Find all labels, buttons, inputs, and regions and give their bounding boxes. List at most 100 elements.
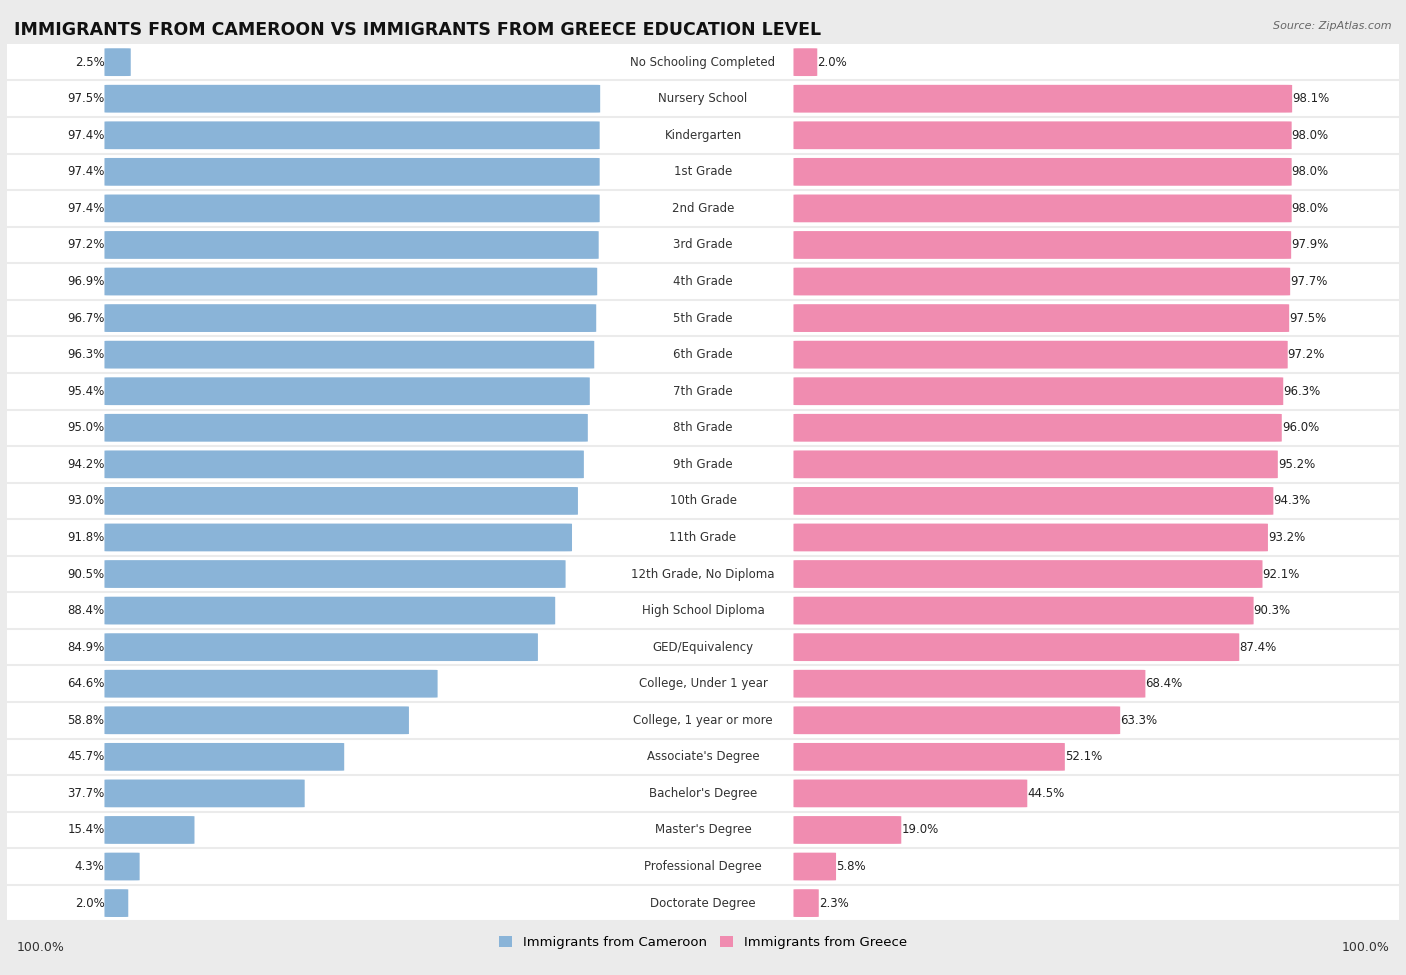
- FancyBboxPatch shape: [793, 48, 817, 76]
- FancyBboxPatch shape: [104, 597, 555, 624]
- Text: 64.6%: 64.6%: [67, 678, 104, 690]
- Text: 3rd Grade: 3rd Grade: [673, 239, 733, 252]
- Text: 10th Grade: 10th Grade: [669, 494, 737, 507]
- FancyBboxPatch shape: [793, 158, 1292, 185]
- FancyBboxPatch shape: [7, 153, 1399, 190]
- FancyBboxPatch shape: [104, 450, 583, 478]
- FancyBboxPatch shape: [793, 231, 1291, 258]
- Text: 84.9%: 84.9%: [67, 641, 104, 653]
- FancyBboxPatch shape: [104, 670, 437, 698]
- FancyBboxPatch shape: [104, 267, 598, 295]
- FancyBboxPatch shape: [793, 304, 1289, 332]
- Text: 95.0%: 95.0%: [67, 421, 104, 434]
- Legend: Immigrants from Cameroon, Immigrants from Greece: Immigrants from Cameroon, Immigrants fro…: [494, 931, 912, 955]
- FancyBboxPatch shape: [7, 447, 1399, 483]
- Text: College, 1 year or more: College, 1 year or more: [633, 714, 773, 726]
- FancyBboxPatch shape: [7, 372, 1399, 409]
- Text: 19.0%: 19.0%: [901, 824, 939, 837]
- Text: 2.5%: 2.5%: [75, 56, 104, 68]
- FancyBboxPatch shape: [104, 341, 595, 369]
- Text: 97.7%: 97.7%: [1291, 275, 1327, 288]
- Text: 2.0%: 2.0%: [817, 56, 846, 68]
- FancyBboxPatch shape: [793, 852, 837, 880]
- Text: Kindergarten: Kindergarten: [665, 129, 741, 141]
- FancyBboxPatch shape: [104, 816, 194, 843]
- Text: Doctorate Degree: Doctorate Degree: [650, 897, 756, 910]
- FancyBboxPatch shape: [793, 889, 818, 916]
- Text: 96.3%: 96.3%: [67, 348, 104, 361]
- FancyBboxPatch shape: [104, 889, 128, 916]
- Text: 97.2%: 97.2%: [1288, 348, 1324, 361]
- Text: 6th Grade: 6th Grade: [673, 348, 733, 361]
- Text: 93.2%: 93.2%: [1268, 531, 1305, 544]
- FancyBboxPatch shape: [793, 85, 1292, 112]
- Text: 98.0%: 98.0%: [1292, 202, 1329, 214]
- Text: 96.9%: 96.9%: [67, 275, 104, 288]
- Text: 94.2%: 94.2%: [67, 458, 104, 471]
- FancyBboxPatch shape: [793, 706, 1121, 734]
- Text: 2nd Grade: 2nd Grade: [672, 202, 734, 214]
- FancyBboxPatch shape: [104, 560, 565, 588]
- FancyBboxPatch shape: [7, 702, 1399, 739]
- FancyBboxPatch shape: [7, 81, 1399, 117]
- FancyBboxPatch shape: [793, 524, 1268, 551]
- Text: 98.0%: 98.0%: [1292, 129, 1329, 141]
- FancyBboxPatch shape: [793, 560, 1263, 588]
- Text: 63.3%: 63.3%: [1121, 714, 1157, 726]
- FancyBboxPatch shape: [7, 336, 1399, 372]
- FancyBboxPatch shape: [7, 885, 1399, 921]
- Text: 12th Grade, No Diploma: 12th Grade, No Diploma: [631, 567, 775, 580]
- Text: Professional Degree: Professional Degree: [644, 860, 762, 873]
- FancyBboxPatch shape: [104, 121, 600, 149]
- Text: 97.2%: 97.2%: [67, 239, 104, 252]
- FancyBboxPatch shape: [7, 227, 1399, 263]
- FancyBboxPatch shape: [7, 592, 1399, 629]
- FancyBboxPatch shape: [793, 414, 1282, 442]
- Text: 91.8%: 91.8%: [67, 531, 104, 544]
- FancyBboxPatch shape: [7, 300, 1399, 336]
- FancyBboxPatch shape: [104, 377, 589, 406]
- Text: 9th Grade: 9th Grade: [673, 458, 733, 471]
- Text: 95.4%: 95.4%: [67, 385, 104, 398]
- Text: 96.7%: 96.7%: [67, 312, 104, 325]
- Text: 5.8%: 5.8%: [837, 860, 866, 873]
- FancyBboxPatch shape: [793, 779, 1028, 807]
- Text: 44.5%: 44.5%: [1028, 787, 1064, 800]
- Text: 90.5%: 90.5%: [67, 567, 104, 580]
- Text: 98.1%: 98.1%: [1292, 93, 1330, 105]
- FancyBboxPatch shape: [793, 377, 1284, 406]
- Text: 5th Grade: 5th Grade: [673, 312, 733, 325]
- FancyBboxPatch shape: [104, 634, 538, 661]
- FancyBboxPatch shape: [793, 597, 1254, 624]
- FancyBboxPatch shape: [793, 816, 901, 843]
- FancyBboxPatch shape: [7, 775, 1399, 811]
- FancyBboxPatch shape: [7, 629, 1399, 665]
- Text: Nursery School: Nursery School: [658, 93, 748, 105]
- FancyBboxPatch shape: [104, 706, 409, 734]
- Text: 90.3%: 90.3%: [1254, 604, 1291, 617]
- Text: 2.0%: 2.0%: [75, 897, 104, 910]
- FancyBboxPatch shape: [104, 852, 139, 880]
- Text: 100.0%: 100.0%: [1341, 941, 1389, 954]
- FancyBboxPatch shape: [793, 487, 1274, 515]
- FancyBboxPatch shape: [104, 487, 578, 515]
- Text: No Schooling Completed: No Schooling Completed: [630, 56, 776, 68]
- FancyBboxPatch shape: [793, 670, 1146, 698]
- Text: 7th Grade: 7th Grade: [673, 385, 733, 398]
- Text: 52.1%: 52.1%: [1064, 751, 1102, 763]
- Text: 2.3%: 2.3%: [818, 897, 848, 910]
- FancyBboxPatch shape: [104, 304, 596, 332]
- Text: 96.0%: 96.0%: [1282, 421, 1319, 434]
- Text: 68.4%: 68.4%: [1146, 678, 1182, 690]
- FancyBboxPatch shape: [7, 483, 1399, 519]
- FancyBboxPatch shape: [104, 779, 305, 807]
- FancyBboxPatch shape: [793, 121, 1292, 149]
- Text: 37.7%: 37.7%: [67, 787, 104, 800]
- FancyBboxPatch shape: [104, 414, 588, 442]
- Text: College, Under 1 year: College, Under 1 year: [638, 678, 768, 690]
- Text: 94.3%: 94.3%: [1274, 494, 1310, 507]
- Text: 58.8%: 58.8%: [67, 714, 104, 726]
- FancyBboxPatch shape: [7, 44, 1399, 81]
- Text: Master's Degree: Master's Degree: [655, 824, 751, 837]
- FancyBboxPatch shape: [7, 190, 1399, 227]
